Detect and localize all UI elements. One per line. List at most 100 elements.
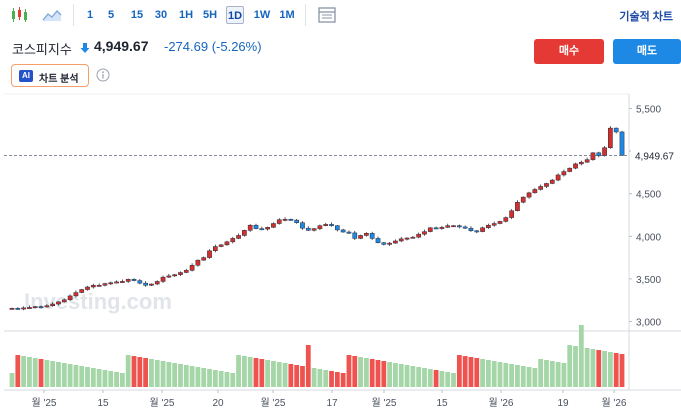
x-tick-label: 월 '25 <box>149 397 174 409</box>
candle <box>294 219 300 223</box>
price-chart[interactable]: 5,5005,0004,5004,0003,5003,000Investing.… <box>0 92 681 416</box>
volume-bar <box>555 362 561 387</box>
candle <box>96 285 102 287</box>
candle <box>323 224 329 226</box>
volume-bar <box>108 371 114 387</box>
volume-bar <box>369 359 375 387</box>
current-price: 4,949.67 <box>94 38 149 54</box>
volume-bar <box>119 373 125 387</box>
candle <box>247 224 253 231</box>
candle <box>178 272 183 275</box>
x-tick-label: 월 '25 <box>31 397 56 409</box>
timeframe-1w-button[interactable]: 1W <box>253 9 271 21</box>
candle <box>381 242 387 245</box>
candle <box>410 236 416 239</box>
volume-bar <box>387 362 393 387</box>
volume-bar <box>288 364 294 387</box>
timeframe-30-button[interactable]: 30 <box>154 9 168 21</box>
volume-bar <box>584 348 590 387</box>
volume-bar <box>102 370 108 387</box>
x-tick-label: 15 <box>436 398 448 409</box>
timeframe-1h-button[interactable]: 1H <box>178 9 194 21</box>
volume-bar <box>549 361 555 387</box>
x-tick-label: 20 <box>212 398 224 409</box>
candle <box>317 225 323 229</box>
volume-bar <box>253 358 259 387</box>
candle <box>474 230 480 233</box>
volume-bar <box>520 366 526 387</box>
sell-button[interactable]: 매도 <box>613 39 681 64</box>
candle <box>462 226 468 229</box>
candle <box>183 270 189 273</box>
candle <box>427 227 433 232</box>
volume-bar <box>276 362 282 387</box>
volume-bar <box>526 367 532 387</box>
candle <box>172 274 178 277</box>
timeframe-1m-button[interactable]: 1M <box>279 9 295 21</box>
candle <box>154 281 160 285</box>
timeframe-5h-button[interactable]: 5H <box>202 9 218 21</box>
y-tick-label: 5,500 <box>636 105 661 116</box>
volume-bar <box>218 371 224 387</box>
candle <box>259 228 265 231</box>
chart-window-icon[interactable] <box>317 6 339 24</box>
info-icon[interactable] <box>96 68 110 82</box>
toolbar-divider <box>305 4 306 26</box>
volume-bar <box>439 371 445 387</box>
candle <box>561 171 567 176</box>
candle <box>236 235 241 239</box>
volume-bar <box>178 364 183 387</box>
volume-bar <box>329 371 334 387</box>
timeframe-1d-button[interactable]: 1D <box>226 6 244 24</box>
candle <box>201 257 207 261</box>
volume-bar <box>137 357 143 387</box>
candlestick-icon[interactable] <box>9 6 31 24</box>
volume-bar <box>561 363 567 387</box>
volume-bar <box>433 370 439 387</box>
volume-bar <box>50 361 56 387</box>
volume-bar <box>317 369 323 387</box>
x-tick-label: 월 '26 <box>601 397 626 409</box>
volume-bar <box>509 364 515 387</box>
candle <box>90 285 96 288</box>
technical-chart-link[interactable]: 기술적 차트 <box>619 11 673 23</box>
candle <box>334 225 340 231</box>
volume-bar <box>532 368 538 387</box>
candle <box>131 279 137 281</box>
volume-bar <box>149 359 154 387</box>
volume-bar <box>410 366 416 387</box>
volume-bar <box>195 367 201 387</box>
x-tick-label: 15 <box>97 398 109 409</box>
candle <box>305 227 311 231</box>
volume-bar <box>619 354 625 387</box>
price-change: -274.69 (-5.26%) <box>164 39 262 54</box>
candle <box>56 301 61 305</box>
candle <box>195 259 201 266</box>
area-chart-icon[interactable] <box>41 6 63 24</box>
candle <box>79 289 85 293</box>
volume-bar <box>573 346 578 387</box>
candle <box>102 283 108 286</box>
candle <box>9 308 15 310</box>
buy-button[interactable]: 매수 <box>534 39 604 64</box>
candle <box>230 238 236 243</box>
volume-bar <box>282 363 288 387</box>
volume-bar <box>480 359 485 387</box>
timeframe-15-button[interactable]: 15 <box>130 9 144 21</box>
volume-bar <box>143 358 149 387</box>
chart-canvas[interactable]: 5,5005,0004,5004,0003,5003,000Investing.… <box>0 92 681 416</box>
volume-bar <box>503 363 509 387</box>
y-tick-label: 4,500 <box>636 190 661 201</box>
timeframe-1-button[interactable]: 1 <box>86 9 94 21</box>
candle <box>480 227 485 232</box>
volume-bar <box>590 349 596 387</box>
volume-bar <box>96 369 102 387</box>
candle <box>149 283 154 286</box>
watermark-logo: Investing.com <box>24 289 172 314</box>
candle <box>532 189 538 194</box>
ai-chart-analysis-button[interactable]: AI 차트 분석 <box>11 64 89 87</box>
candle <box>300 222 305 229</box>
candle <box>538 186 544 190</box>
timeframe-5-button[interactable]: 5 <box>107 9 115 21</box>
candle <box>451 225 456 228</box>
